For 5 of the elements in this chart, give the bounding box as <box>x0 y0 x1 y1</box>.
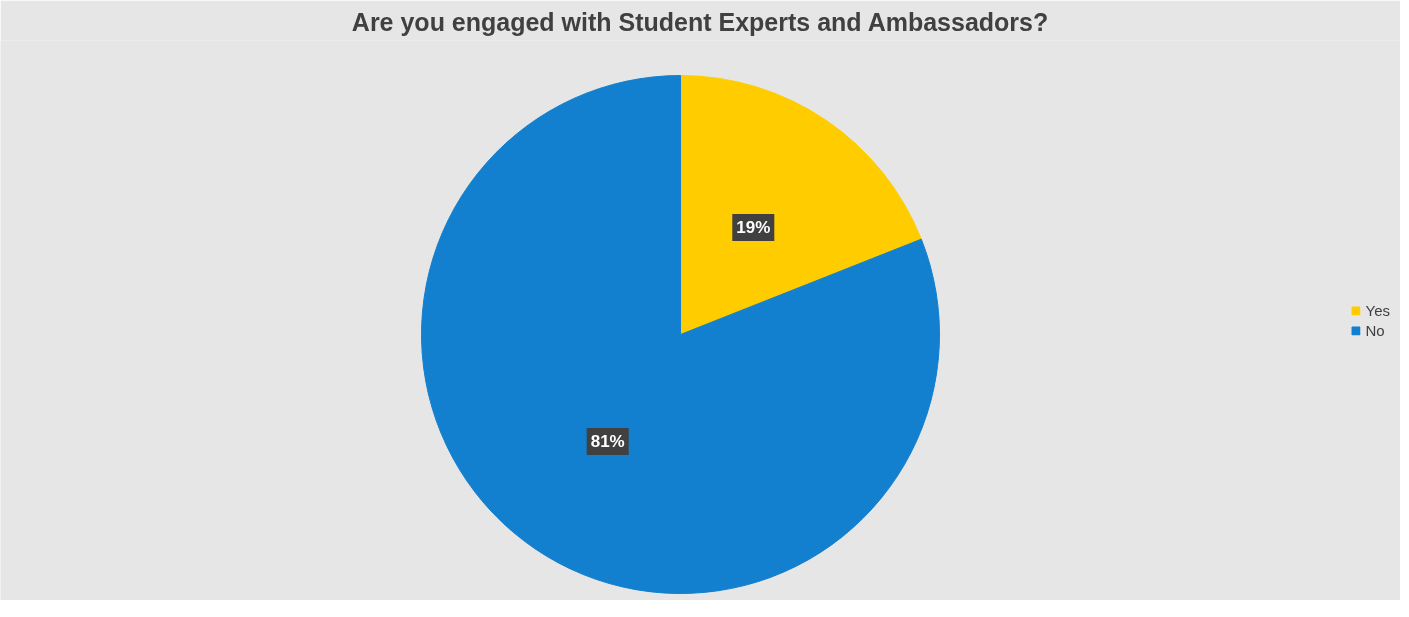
chart-title: Are you engaged with Student Experts and Ambassadors? <box>351 7 1049 36</box>
data-label: 81% <box>590 432 625 452</box>
legend-label: No <box>1365 321 1386 339</box>
legend-label: Yes <box>1365 301 1390 319</box>
data-label: 19% <box>736 217 771 237</box>
